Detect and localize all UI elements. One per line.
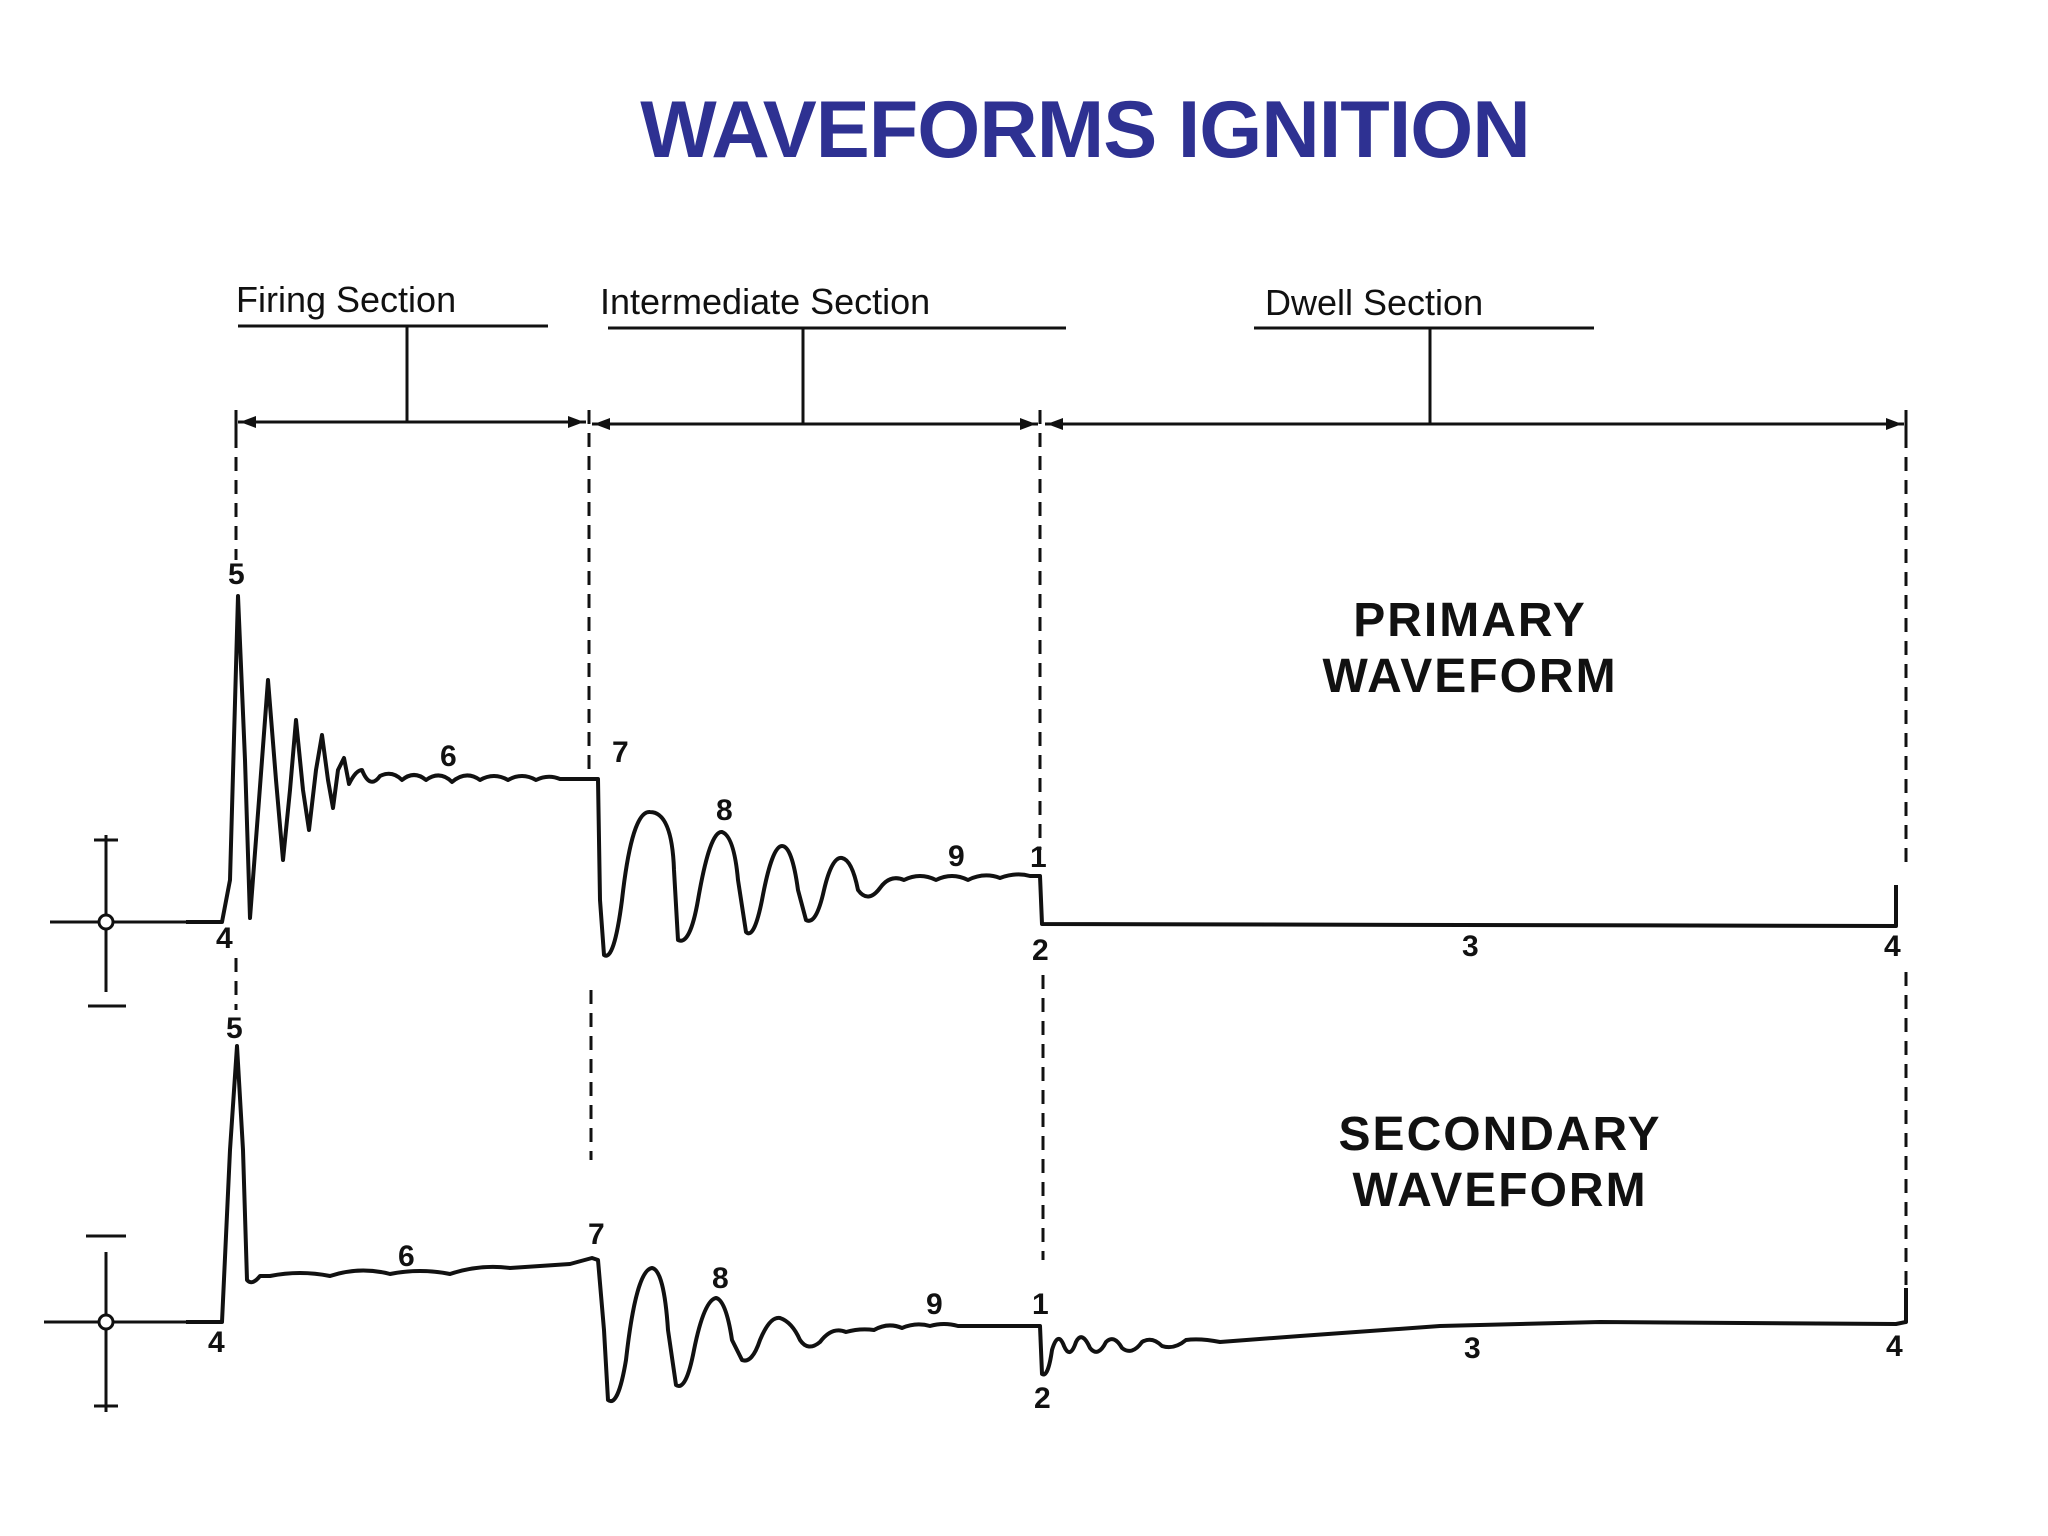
primary-point-1: 1 bbox=[1030, 841, 1047, 874]
primary-point-4-start: 4 bbox=[216, 922, 233, 955]
primary-point-labels: 1 2 3 4 4 5 6 7 8 9 bbox=[216, 558, 1901, 967]
primary-point-2: 2 bbox=[1032, 934, 1049, 967]
secondary-point-7: 7 bbox=[588, 1218, 605, 1251]
primary-waveform-label-line2: WAVEFORM bbox=[1322, 650, 1617, 703]
section-span-arrows bbox=[234, 410, 1908, 434]
secondary-zero-marker bbox=[97, 1313, 115, 1331]
secondary-point-4-start: 4 bbox=[208, 1326, 225, 1359]
secondary-polarity-axis bbox=[44, 1234, 196, 1412]
secondary-point-6: 6 bbox=[398, 1240, 415, 1273]
secondary-point-4-end: 4 bbox=[1886, 1330, 1903, 1363]
primary-point-5: 5 bbox=[228, 558, 245, 591]
secondary-point-2: 2 bbox=[1034, 1382, 1051, 1415]
secondary-point-5: 5 bbox=[226, 1012, 243, 1045]
dwell-section-label: Dwell Section bbox=[1265, 282, 1483, 323]
slide-title: WAVEFORMS IGNITION bbox=[640, 85, 1531, 175]
section-dividers bbox=[234, 410, 1908, 1290]
secondary-waveform-label-line2: WAVEFORM bbox=[1352, 1164, 1647, 1217]
primary-polarity-axis bbox=[50, 835, 196, 1008]
primary-waveform-label-line1: PRIMARY bbox=[1353, 594, 1587, 647]
secondary-point-8: 8 bbox=[712, 1262, 729, 1295]
primary-point-3: 3 bbox=[1462, 930, 1479, 963]
primary-point-9: 9 bbox=[948, 840, 965, 873]
secondary-waveform-label-line1: SECONDARY bbox=[1339, 1108, 1662, 1161]
firing-section-label: Firing Section bbox=[236, 279, 456, 320]
primary-waveform-trace bbox=[186, 594, 1898, 958]
secondary-waveform-trace bbox=[186, 1044, 1908, 1404]
secondary-point-9: 9 bbox=[926, 1288, 943, 1321]
secondary-point-1: 1 bbox=[1032, 1288, 1049, 1321]
primary-point-6: 6 bbox=[440, 740, 457, 773]
primary-point-7: 7 bbox=[612, 736, 629, 769]
secondary-point-3: 3 bbox=[1464, 1332, 1481, 1365]
primary-zero-marker bbox=[97, 913, 115, 931]
intermediate-section-label: Intermediate Section bbox=[600, 281, 930, 322]
section-brackets bbox=[238, 324, 1594, 424]
primary-point-8: 8 bbox=[716, 794, 733, 827]
secondary-point-labels: 1 2 3 4 4 5 6 7 8 9 bbox=[208, 1012, 1903, 1415]
primary-point-4-end: 4 bbox=[1884, 930, 1901, 963]
